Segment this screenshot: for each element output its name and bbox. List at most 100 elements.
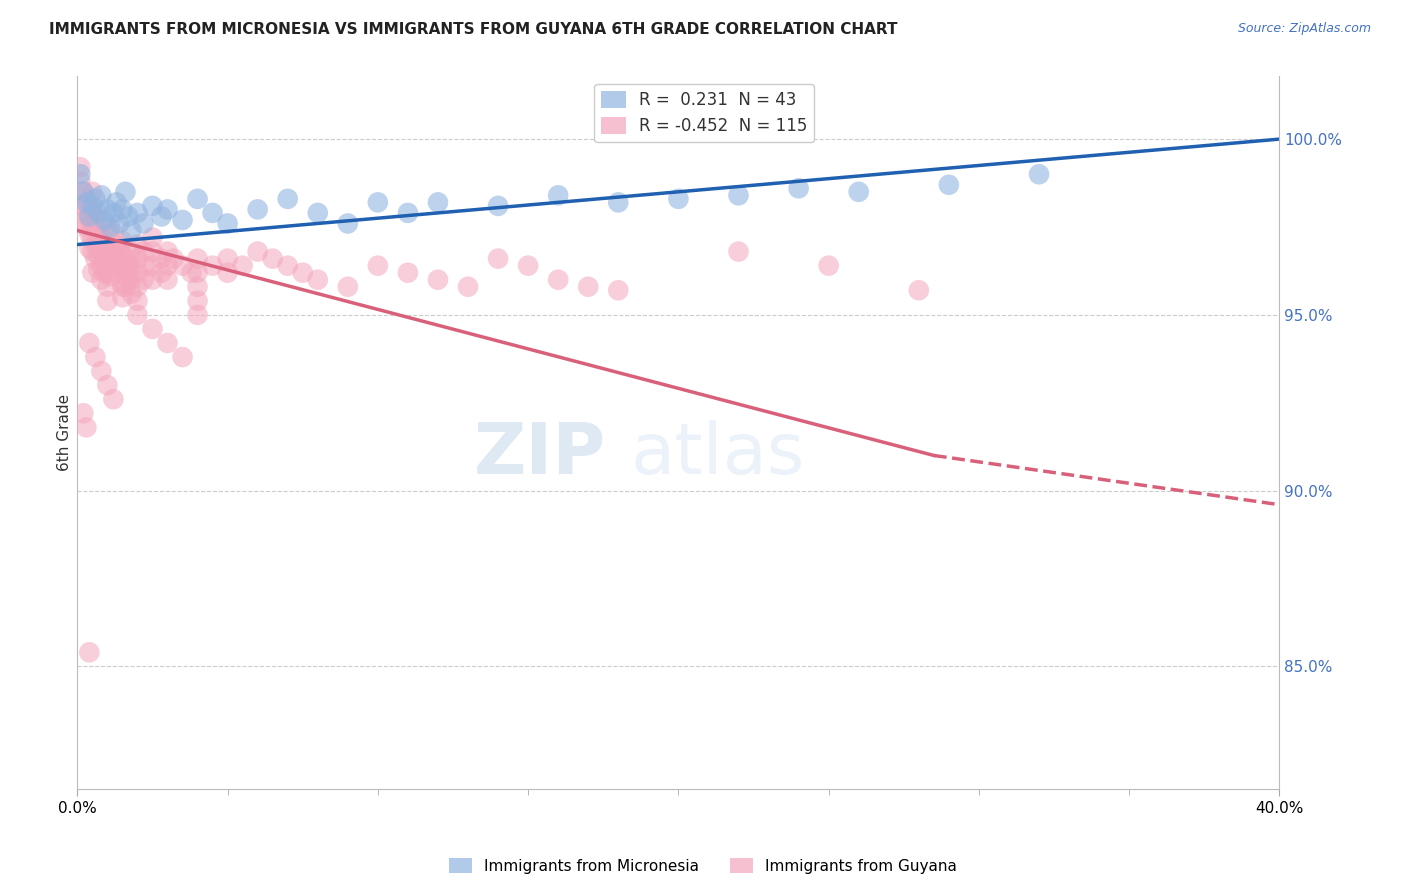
Point: [117, 259, 139, 273]
Point: [232, 259, 254, 273]
Point: [111, 262, 134, 277]
Point: [262, 252, 284, 266]
Point: [75, 192, 97, 206]
Point: [127, 279, 149, 293]
Point: [607, 283, 630, 297]
Point: [547, 273, 569, 287]
Point: [187, 279, 209, 293]
Point: [938, 178, 960, 192]
Point: [82, 202, 104, 217]
Point: [217, 252, 239, 266]
Point: [103, 259, 125, 273]
Point: [90, 188, 112, 202]
Point: [117, 210, 139, 224]
Point: [96, 293, 118, 308]
Point: [87, 219, 110, 234]
Point: [120, 244, 142, 259]
Point: [817, 259, 839, 273]
Point: [367, 259, 389, 273]
Point: [668, 192, 690, 206]
Point: [427, 273, 450, 287]
Point: [108, 217, 131, 231]
Point: [96, 378, 118, 392]
Point: [105, 266, 128, 280]
Point: [111, 248, 134, 262]
Point: [127, 252, 149, 266]
Point: [180, 266, 202, 280]
Legend: R =  0.231  N = 43, R = -0.452  N = 115: R = 0.231 N = 43, R = -0.452 N = 115: [595, 84, 814, 142]
Point: [246, 202, 269, 217]
Point: [69, 160, 91, 174]
Point: [82, 199, 104, 213]
Point: [93, 252, 115, 266]
Point: [90, 273, 112, 287]
Point: [111, 277, 134, 291]
Point: [114, 252, 136, 266]
Point: [156, 273, 179, 287]
Point: [79, 241, 101, 255]
Point: [69, 167, 91, 181]
Point: [307, 206, 329, 220]
Point: [87, 248, 110, 262]
Point: [79, 213, 101, 227]
Point: [79, 210, 101, 224]
Point: [396, 266, 419, 280]
Point: [187, 252, 209, 266]
Point: [69, 174, 91, 188]
Point: [114, 185, 136, 199]
Point: [90, 259, 112, 273]
Point: [79, 227, 101, 241]
Point: [187, 308, 209, 322]
Point: [84, 252, 107, 266]
Point: [96, 279, 118, 293]
Point: [141, 259, 163, 273]
Point: [114, 266, 136, 280]
Point: [75, 195, 97, 210]
Point: [150, 266, 173, 280]
Point: [457, 279, 479, 293]
Point: [132, 217, 155, 231]
Point: [156, 259, 179, 273]
Point: [132, 273, 155, 287]
Point: [576, 279, 599, 293]
Legend: Immigrants from Micronesia, Immigrants from Guyana: Immigrants from Micronesia, Immigrants f…: [443, 852, 963, 880]
Point: [162, 252, 184, 266]
Point: [127, 308, 149, 322]
Point: [486, 199, 509, 213]
Point: [82, 217, 104, 231]
Text: IMMIGRANTS FROM MICRONESIA VS IMMIGRANTS FROM GUYANA 6TH GRADE CORRELATION CHART: IMMIGRANTS FROM MICRONESIA VS IMMIGRANTS…: [49, 22, 897, 37]
Point: [187, 192, 209, 206]
Point: [120, 273, 142, 287]
Point: [114, 279, 136, 293]
Point: [84, 350, 107, 364]
Point: [111, 279, 134, 293]
Point: [87, 262, 110, 277]
Point: [156, 244, 179, 259]
Point: [787, 181, 810, 195]
Point: [217, 266, 239, 280]
Point: [72, 185, 94, 199]
Point: [105, 252, 128, 266]
Point: [727, 244, 749, 259]
Point: [84, 192, 107, 206]
Point: [217, 217, 239, 231]
Point: [336, 279, 359, 293]
Point: [96, 202, 118, 217]
Point: [908, 283, 931, 297]
Point: [108, 259, 131, 273]
Y-axis label: 6th Grade: 6th Grade: [56, 394, 72, 471]
Point: [103, 227, 125, 241]
Point: [187, 266, 209, 280]
Point: [108, 244, 131, 259]
Point: [84, 210, 107, 224]
Point: [607, 195, 630, 210]
Point: [120, 286, 142, 301]
Point: [103, 392, 125, 407]
Point: [127, 237, 149, 252]
Point: [100, 241, 122, 255]
Point: [93, 213, 115, 227]
Point: [727, 188, 749, 202]
Point: [87, 206, 110, 220]
Point: [96, 237, 118, 252]
Point: [72, 406, 94, 420]
